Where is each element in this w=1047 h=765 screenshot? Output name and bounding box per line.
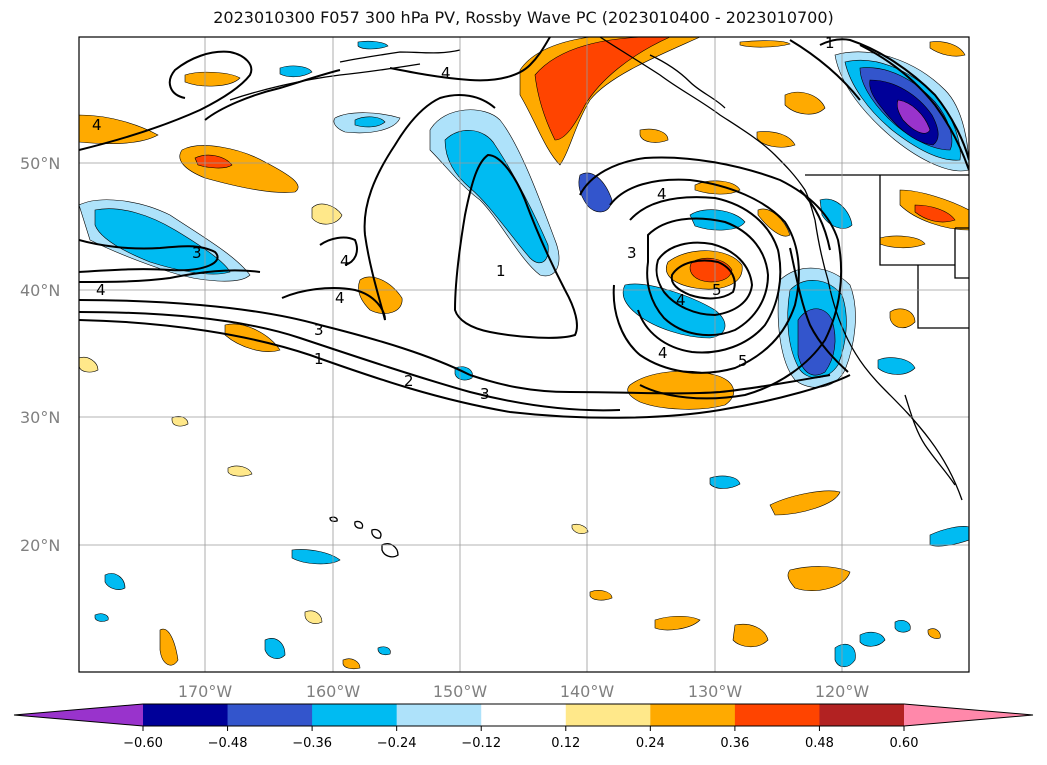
colorbar-segment xyxy=(143,704,229,726)
contour-label: 4 xyxy=(676,291,686,309)
contour-label: 5 xyxy=(712,281,722,299)
contour-label: 4 xyxy=(92,116,102,134)
coastlines xyxy=(229,37,969,558)
lat-label: 40°N xyxy=(20,281,60,300)
colorbar-tick-label: −0.24 xyxy=(377,736,417,751)
colorbar-segment xyxy=(734,704,820,726)
negative-anomaly-fill xyxy=(79,40,969,668)
graticule xyxy=(79,37,969,672)
colorbar-tick-label: 0.12 xyxy=(551,736,580,751)
lon-label: 130°W xyxy=(688,682,743,701)
contour-label: 4 xyxy=(441,64,451,82)
contour-label: 5 xyxy=(738,352,748,370)
lon-label: 160°W xyxy=(306,682,361,701)
map-frame xyxy=(78,36,970,673)
colorbar: −0.60 −0.48 −0.36 −0.24 −0.12 0.12 0.24 0.36 0.4… xyxy=(13,703,1034,751)
colorbar-extend-low xyxy=(14,704,143,726)
map-content: 4 4 4 3 4 4 3 1 2 3 1 4 3 4 5 4 5 1 xyxy=(79,34,969,672)
colorbar-segment xyxy=(481,704,567,726)
colorbar-tick-label: −0.48 xyxy=(208,736,248,751)
contour-label: 1 xyxy=(825,34,835,52)
contour-label: 3 xyxy=(627,244,637,262)
lon-label: 120°W xyxy=(815,682,870,701)
contour-label: 1 xyxy=(314,350,324,368)
contour-label: 3 xyxy=(314,321,324,339)
colorbar-tick-label: 0.60 xyxy=(890,736,919,751)
contour-label: 3 xyxy=(480,385,490,403)
colorbar-segment xyxy=(819,704,905,726)
contour-label: 4 xyxy=(657,185,667,203)
lon-label: 170°W xyxy=(178,682,233,701)
lon-labels: 170°W 160°W 150°W 140°W 130°W 120°W xyxy=(178,682,870,701)
contour-label: 4 xyxy=(658,344,668,362)
colorbar-segment xyxy=(227,704,313,726)
lon-label: 150°W xyxy=(433,682,488,701)
contour-labels: 4 4 4 3 4 4 3 1 2 3 1 4 3 4 5 4 5 1 xyxy=(92,34,835,403)
colorbar-segment xyxy=(396,704,482,726)
lat-label: 50°N xyxy=(20,154,60,173)
contour-label: 2 xyxy=(404,372,414,390)
lon-label: 140°W xyxy=(560,682,615,701)
contour-label: 4 xyxy=(96,281,106,299)
lat-label: 20°N xyxy=(20,536,60,555)
colorbar-tick-label: 0.36 xyxy=(720,736,749,751)
colorbar-extend-high xyxy=(904,704,1033,726)
contour-label: 4 xyxy=(335,289,345,307)
lat-labels: 50°N 40°N 30°N 20°N xyxy=(20,154,60,555)
colorbar-tick-label: −0.36 xyxy=(292,736,332,751)
contour-label: 1 xyxy=(496,262,506,280)
colorbar-segment xyxy=(650,704,736,726)
pv-contours xyxy=(79,37,969,419)
colorbar-tick-label: 0.48 xyxy=(805,736,834,751)
colorbar-tick-label: −0.60 xyxy=(123,736,163,751)
colorbar-tick-label: −0.12 xyxy=(461,736,501,751)
colorbar-tick-label: 0.24 xyxy=(636,736,665,751)
figure-title: 2023010300 F057 300 hPa PV, Rossby Wave … xyxy=(213,8,834,27)
colorbar-segment xyxy=(312,704,398,726)
colorbar-segment xyxy=(565,704,651,726)
lat-label: 30°N xyxy=(20,408,60,427)
contour-label: 4 xyxy=(340,252,350,270)
contour-label: 3 xyxy=(192,244,202,262)
